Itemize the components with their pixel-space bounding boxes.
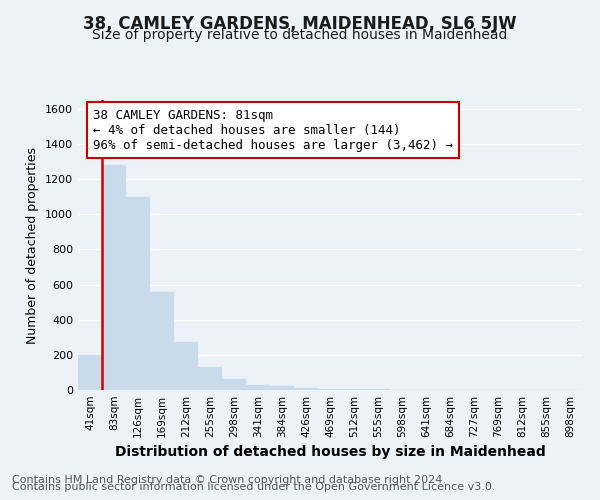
Y-axis label: Number of detached properties: Number of detached properties — [26, 146, 40, 344]
Bar — [174, 342, 198, 390]
X-axis label: Distribution of detached houses by size in Maidenhead: Distribution of detached houses by size … — [115, 446, 545, 460]
Bar — [198, 367, 222, 390]
Text: 38 CAMLEY GARDENS: 81sqm
← 4% of detached houses are smaller (144)
96% of semi-d: 38 CAMLEY GARDENS: 81sqm ← 4% of detache… — [93, 108, 453, 152]
Bar — [78, 355, 102, 390]
Bar — [150, 292, 174, 390]
Bar — [318, 389, 342, 390]
Bar — [102, 165, 126, 390]
Bar — [126, 196, 150, 390]
Text: 38, CAMLEY GARDENS, MAIDENHEAD, SL6 5JW: 38, CAMLEY GARDENS, MAIDENHEAD, SL6 5JW — [83, 15, 517, 33]
Text: Contains HM Land Registry data © Crown copyright and database right 2024.: Contains HM Land Registry data © Crown c… — [12, 475, 446, 485]
Bar — [246, 384, 270, 390]
Bar — [294, 388, 318, 390]
Text: Size of property relative to detached houses in Maidenhead: Size of property relative to detached ho… — [92, 28, 508, 42]
Bar — [270, 386, 294, 390]
Text: Contains public sector information licensed under the Open Government Licence v3: Contains public sector information licen… — [12, 482, 496, 492]
Bar — [222, 380, 246, 390]
